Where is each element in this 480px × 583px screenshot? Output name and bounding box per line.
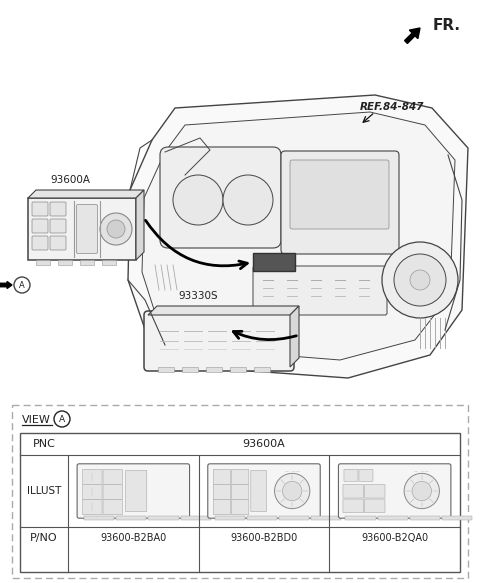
- Bar: [182, 367, 198, 372]
- Text: 93600A: 93600A: [50, 175, 90, 185]
- Circle shape: [283, 482, 302, 501]
- Circle shape: [173, 175, 223, 225]
- Polygon shape: [28, 190, 144, 198]
- FancyArrow shape: [0, 282, 12, 289]
- FancyBboxPatch shape: [251, 470, 266, 512]
- FancyBboxPatch shape: [103, 484, 122, 500]
- FancyBboxPatch shape: [343, 499, 363, 512]
- FancyBboxPatch shape: [290, 160, 389, 229]
- Bar: [346, 516, 375, 519]
- FancyBboxPatch shape: [344, 469, 358, 482]
- Text: —  ——: — ——: [285, 469, 300, 473]
- Bar: [12, 405, 468, 578]
- Text: 93330S: 93330S: [178, 291, 217, 301]
- Circle shape: [382, 242, 458, 318]
- Bar: [28, 198, 136, 260]
- FancyBboxPatch shape: [83, 469, 102, 484]
- Text: —  ——: — ——: [414, 469, 429, 473]
- FancyBboxPatch shape: [32, 202, 48, 216]
- Bar: [253, 253, 295, 271]
- Text: PNC: PNC: [33, 439, 55, 449]
- FancyBboxPatch shape: [83, 484, 102, 500]
- FancyBboxPatch shape: [208, 464, 320, 518]
- Circle shape: [394, 254, 446, 306]
- Bar: [36, 260, 50, 265]
- Bar: [102, 260, 116, 265]
- Polygon shape: [136, 190, 144, 260]
- FancyBboxPatch shape: [125, 470, 147, 512]
- Bar: [116, 516, 146, 519]
- Text: FR.: FR.: [433, 18, 461, 33]
- Circle shape: [107, 220, 125, 238]
- Text: A: A: [19, 280, 25, 290]
- Bar: [442, 516, 472, 519]
- Bar: [148, 516, 179, 519]
- FancyBboxPatch shape: [231, 484, 249, 500]
- Text: P/NO: P/NO: [30, 533, 58, 543]
- Bar: [80, 260, 94, 265]
- FancyArrow shape: [405, 28, 420, 43]
- Text: 93600-B2BA0: 93600-B2BA0: [100, 533, 167, 543]
- FancyBboxPatch shape: [359, 469, 373, 482]
- Polygon shape: [128, 95, 468, 378]
- FancyBboxPatch shape: [32, 219, 48, 233]
- FancyBboxPatch shape: [364, 499, 385, 512]
- FancyBboxPatch shape: [77, 464, 190, 518]
- Bar: [247, 516, 277, 519]
- FancyBboxPatch shape: [213, 484, 230, 500]
- Circle shape: [275, 473, 310, 508]
- FancyBboxPatch shape: [32, 236, 48, 250]
- FancyBboxPatch shape: [83, 500, 102, 515]
- Bar: [180, 516, 211, 519]
- Polygon shape: [142, 112, 455, 360]
- Circle shape: [223, 175, 273, 225]
- Polygon shape: [290, 306, 299, 367]
- FancyBboxPatch shape: [50, 219, 66, 233]
- FancyBboxPatch shape: [231, 469, 249, 484]
- Bar: [158, 367, 174, 372]
- Circle shape: [404, 473, 439, 508]
- FancyBboxPatch shape: [213, 469, 230, 484]
- FancyBboxPatch shape: [76, 205, 97, 254]
- Circle shape: [100, 213, 132, 245]
- FancyBboxPatch shape: [338, 464, 451, 518]
- Text: A: A: [59, 415, 65, 423]
- FancyBboxPatch shape: [50, 202, 66, 216]
- Bar: [20, 433, 460, 572]
- Bar: [410, 516, 440, 519]
- FancyBboxPatch shape: [50, 236, 66, 250]
- Bar: [254, 367, 270, 372]
- FancyBboxPatch shape: [103, 500, 122, 515]
- FancyBboxPatch shape: [213, 500, 230, 515]
- FancyBboxPatch shape: [253, 266, 387, 315]
- Circle shape: [410, 270, 430, 290]
- Circle shape: [412, 482, 432, 501]
- Text: 93600-B2BD0: 93600-B2BD0: [230, 533, 298, 543]
- FancyBboxPatch shape: [103, 469, 122, 484]
- FancyBboxPatch shape: [281, 151, 399, 254]
- Text: REF.84-847: REF.84-847: [360, 102, 424, 112]
- FancyBboxPatch shape: [160, 147, 281, 248]
- Text: VIEW: VIEW: [22, 415, 51, 425]
- FancyBboxPatch shape: [343, 484, 363, 498]
- FancyBboxPatch shape: [231, 500, 249, 515]
- Text: ILLUST: ILLUST: [27, 486, 61, 496]
- Text: 93600-B2QA0: 93600-B2QA0: [361, 533, 428, 543]
- Bar: [215, 516, 245, 519]
- Bar: [206, 367, 222, 372]
- Bar: [279, 516, 309, 519]
- Bar: [311, 516, 341, 519]
- Text: 93600A: 93600A: [242, 439, 286, 449]
- Polygon shape: [148, 306, 299, 315]
- Bar: [84, 516, 114, 519]
- Bar: [230, 367, 246, 372]
- FancyBboxPatch shape: [144, 311, 294, 371]
- Bar: [378, 516, 408, 519]
- FancyBboxPatch shape: [364, 484, 385, 498]
- Bar: [58, 260, 72, 265]
- Bar: [228, 322, 288, 336]
